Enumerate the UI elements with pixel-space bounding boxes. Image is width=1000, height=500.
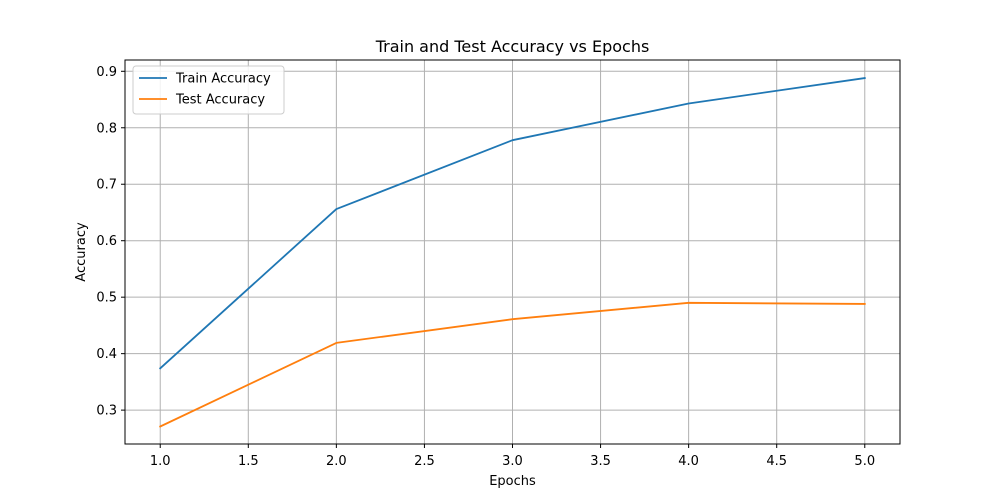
axis-ticks: 1.0 1.5 2.0 2.5 3.0 3.5 4.0 4.5 5.0 0.3 0.4 0.5 0.6 0… — [96, 65, 875, 469]
chart-title: Train and Test Accuracy vs Epochs — [375, 37, 650, 56]
y-tick-label: 0.7 — [96, 178, 117, 193]
series-line-test-accuracy — [159, 301, 866, 428]
y-tick-label: 0.3 — [96, 404, 117, 419]
x-tick-label: 3.5 — [590, 454, 611, 469]
series-lines — [158, 77, 866, 428]
grid — [125, 60, 900, 444]
legend: Train Accuracy Test Accuracy — [132, 65, 285, 115]
x-tick-label: 4.5 — [766, 454, 787, 469]
legend-label: Train Accuracy — [175, 72, 271, 87]
y-tick-label: 0.9 — [96, 65, 117, 80]
legend-box — [132, 65, 285, 115]
x-tick-label: 5.0 — [854, 454, 875, 469]
x-tick-label: 3.0 — [502, 454, 523, 469]
y-tick-label: 0.5 — [96, 291, 117, 306]
legend-label: Test Accuracy — [175, 93, 265, 108]
y-tick-label: 0.4 — [96, 347, 117, 362]
x-tick-label: 2.5 — [414, 454, 435, 469]
x-axis-title: Epochs — [489, 474, 536, 489]
y-tick-label: 0.6 — [96, 234, 117, 249]
x-tick-label: 1.0 — [150, 454, 171, 469]
series-line-train-accuracy — [158, 77, 866, 370]
x-tick-label: 2.0 — [326, 454, 347, 469]
x-tick-label: 4.0 — [678, 454, 699, 469]
x-tick-label: 1.5 — [238, 454, 259, 469]
y-tick-label: 0.8 — [96, 121, 117, 136]
y-axis-title: Accuracy — [74, 222, 89, 282]
